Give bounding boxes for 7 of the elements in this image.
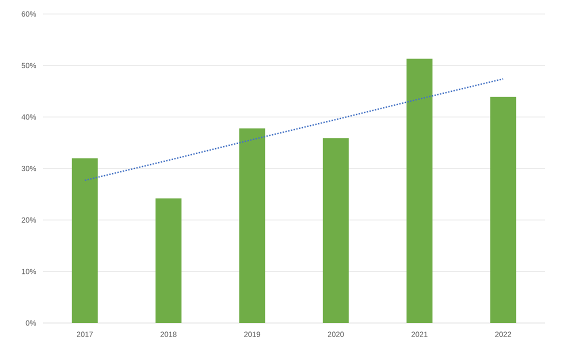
bar — [156, 198, 182, 323]
bar — [322, 138, 349, 323]
bar — [239, 128, 266, 323]
bar — [490, 96, 516, 323]
line-series — [84, 78, 504, 182]
bar — [72, 158, 98, 323]
bar — [406, 58, 432, 323]
